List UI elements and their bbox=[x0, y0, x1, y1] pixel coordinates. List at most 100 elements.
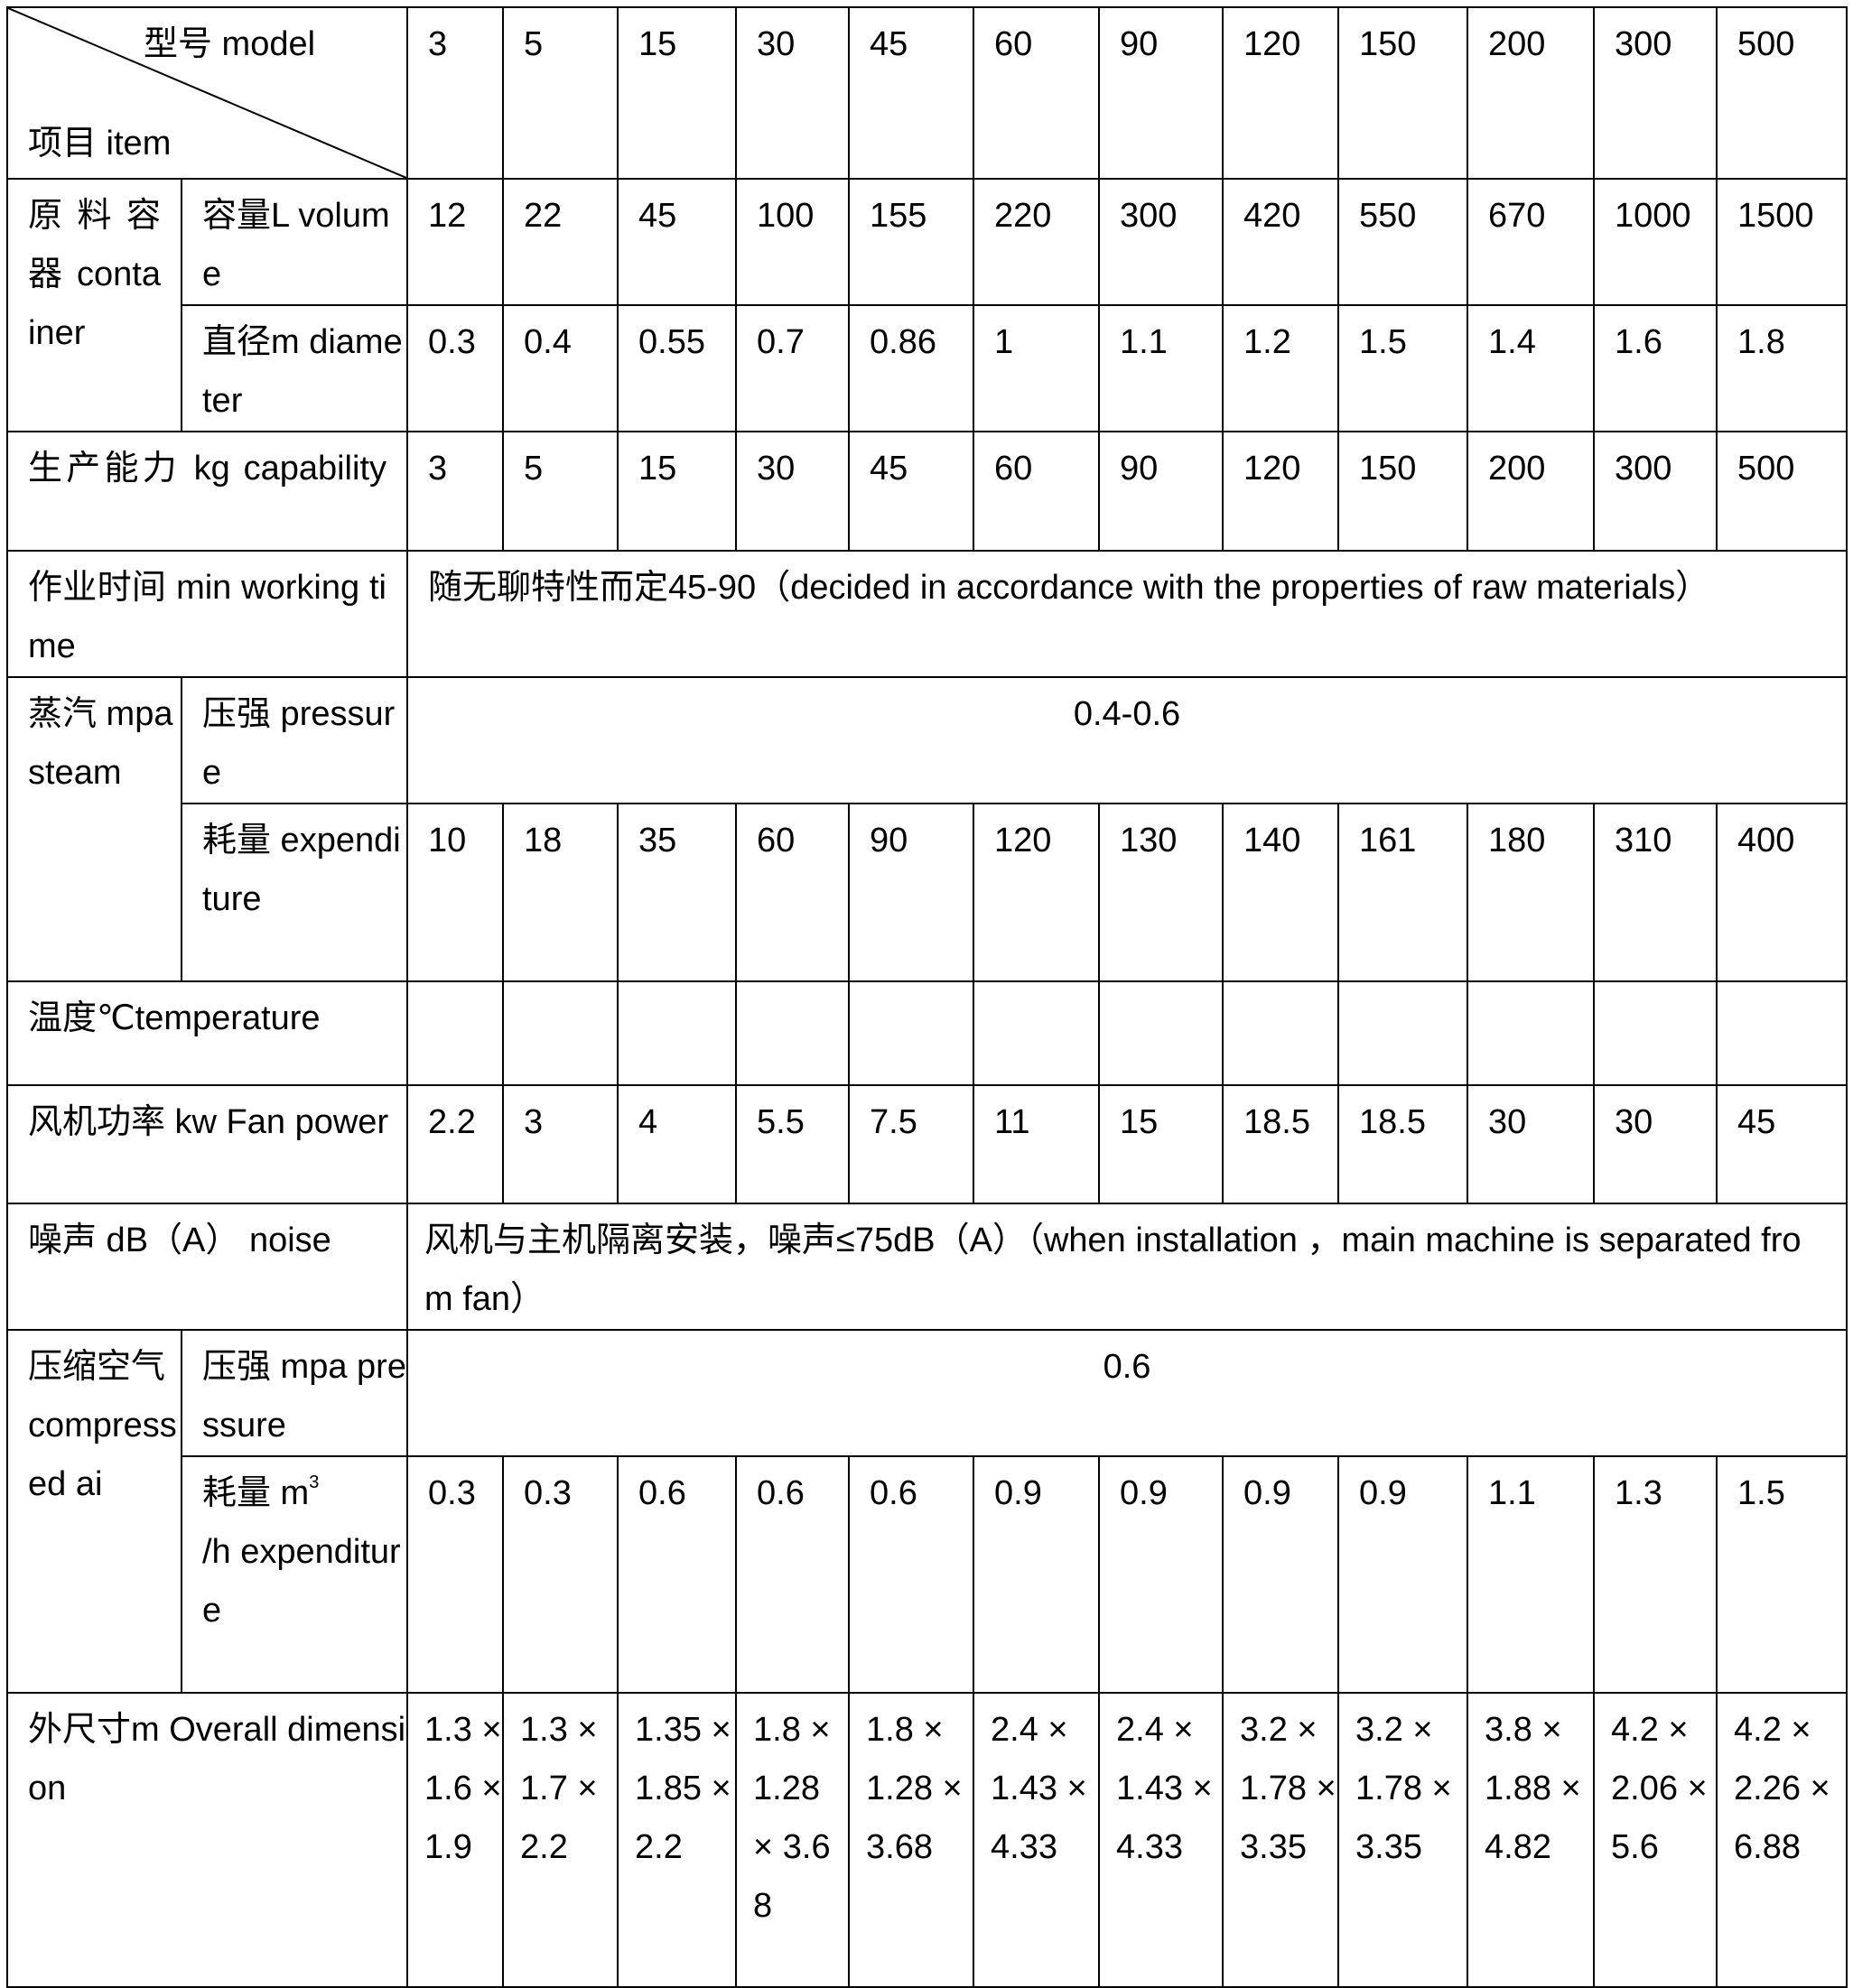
fan-power-row: 风机功率 kw Fan power 2.2 3 4 5.5 7.5 11 15 18.5 18.… bbox=[6, 1084, 1848, 1204]
value-cell: 161 bbox=[1337, 803, 1468, 982]
diagonal-header-cell: 型号 model 项目 item bbox=[6, 6, 408, 180]
steam-pressure-label: 压强 pressure bbox=[181, 676, 408, 804]
value-cell: 45 bbox=[1716, 1084, 1848, 1204]
model-cell: 5 bbox=[502, 6, 619, 180]
value-cell: 1.3 × 1.6 × 1.9 bbox=[406, 1692, 504, 1988]
value-cell: 18 bbox=[502, 803, 619, 982]
dimension-row: 外尺寸m Overall dimension 1.3 × 1.6 × 1.9 1.… bbox=[6, 1692, 1848, 1988]
value-cell: 10 bbox=[406, 803, 504, 982]
value-cell: 1.8 bbox=[1716, 304, 1848, 432]
temperature-row: 温度℃temperature bbox=[6, 980, 1848, 1086]
value-cell: 310 bbox=[1593, 803, 1718, 982]
value-cell: 45 bbox=[848, 431, 974, 552]
volume-label: 容量L volume bbox=[181, 178, 408, 306]
value-cell: 200 bbox=[1467, 431, 1595, 552]
value-cell: 180 bbox=[1467, 803, 1595, 982]
value-cell: 5 bbox=[502, 431, 619, 552]
value-cell: 11 bbox=[973, 1084, 1100, 1204]
capability-label: 生产能力 kg capability bbox=[6, 431, 408, 552]
value-cell: 18.5 bbox=[1337, 1084, 1468, 1204]
value-cell: 500 bbox=[1716, 431, 1848, 552]
model-cell: 3 bbox=[406, 6, 504, 180]
container-label: 原料容器 container bbox=[6, 178, 182, 432]
value-cell: 1.3 × 1.7 × 2.2 bbox=[502, 1692, 619, 1988]
value-cell: 1 bbox=[973, 304, 1100, 432]
working-time-label: 作业时间 min working time bbox=[6, 550, 408, 678]
steam-pressure-value: 0.4-0.6 bbox=[406, 676, 1848, 804]
value-cell: 1.3 bbox=[1593, 1455, 1718, 1694]
steam-expenditure-label: 耗量 expenditure bbox=[181, 803, 408, 982]
value-cell: 0.9 bbox=[1098, 1455, 1224, 1694]
value-cell: 7.5 bbox=[848, 1084, 974, 1204]
value-cell: 60 bbox=[735, 803, 850, 982]
value-cell: 3.8 × 1.88 × 4.82 bbox=[1467, 1692, 1595, 1988]
volume-row: 原料容器 container 容量L volume 12 22 45 100 155 22… bbox=[6, 178, 1848, 432]
value-cell: 150 bbox=[1337, 431, 1468, 552]
air-pressure-value: 0.6 bbox=[406, 1329, 1848, 1457]
value-cell: 120 bbox=[1222, 431, 1339, 552]
value-cell: 4.2 × 2.06 × 5.6 bbox=[1593, 1692, 1718, 1988]
value-cell: 15 bbox=[1098, 1084, 1224, 1204]
value-cell: 3 bbox=[406, 431, 504, 552]
compressed-air-label: 压缩空气 compressed ai bbox=[6, 1329, 182, 1694]
noise-row: 噪声 dB（A） noise 风机与主机隔离安装，噪声≤75dB（A）（when… bbox=[6, 1203, 1848, 1331]
value-cell: 2.4 × 1.43 × 4.33 bbox=[1098, 1692, 1224, 1988]
diameter-row: 直径m diameter 0.3 0.4 0.55 0.7 0.86 1 1.1 1.2 1.5… bbox=[7, 304, 1848, 432]
value-cell: 30 bbox=[735, 431, 850, 552]
value-cell: 400 bbox=[1716, 803, 1848, 982]
value-cell: 0.4 bbox=[502, 304, 619, 432]
value-cell: 670 bbox=[1467, 178, 1595, 306]
model-cell: 500 bbox=[1716, 6, 1848, 180]
value-cell: 15 bbox=[617, 431, 737, 552]
value-cell: 35 bbox=[617, 803, 737, 982]
value-cell: 12 bbox=[406, 178, 504, 306]
header-row: 型号 model 项目 item 3 5 15 30 45 60 90 120 … bbox=[6, 6, 1848, 180]
noise-label: 噪声 dB（A） noise bbox=[6, 1203, 408, 1331]
model-cell: 15 bbox=[617, 6, 737, 180]
value-cell: 550 bbox=[1337, 178, 1468, 306]
value-cell: 1500 bbox=[1716, 178, 1848, 306]
steam-pressure-row: 蒸汽 mpa steam 压强 pressure 0.4-0.6 bbox=[6, 676, 1848, 982]
value-cell: 0.9 bbox=[973, 1455, 1100, 1694]
capability-row: 生产能力 kg capability 3 5 15 30 45 60 90 120 150 200… bbox=[6, 431, 1848, 552]
model-cell: 300 bbox=[1593, 6, 1718, 180]
value-cell: 90 bbox=[1098, 431, 1224, 552]
model-label: 型号 model bbox=[144, 25, 316, 63]
model-cell: 30 bbox=[735, 6, 850, 180]
spec-table: 型号 model 项目 item 3 5 15 30 45 60 90 120 … bbox=[6, 6, 1848, 1988]
value-cell: 130 bbox=[1098, 803, 1224, 982]
model-cell: 90 bbox=[1098, 6, 1224, 180]
value-cell: 30 bbox=[1467, 1084, 1595, 1204]
value-cell: 1.2 bbox=[1222, 304, 1339, 432]
value-cell: 45 bbox=[617, 178, 737, 306]
value-cell: 0.6 bbox=[848, 1455, 974, 1694]
value-cell: 155 bbox=[848, 178, 974, 306]
air-pressure-label: 压强 mpa pressure bbox=[181, 1329, 408, 1457]
value-cell: 4.2 × 2.26 × 6.88 bbox=[1716, 1692, 1848, 1988]
value-cell: 300 bbox=[1098, 178, 1224, 306]
noise-value: 风机与主机隔离安装，噪声≤75dB（A）（when installation ，… bbox=[406, 1203, 1848, 1331]
value-cell: 0.3 bbox=[502, 1455, 619, 1694]
model-cell: 150 bbox=[1337, 6, 1468, 180]
model-cell: 120 bbox=[1222, 6, 1339, 180]
value-cell: 300 bbox=[1593, 431, 1718, 552]
value-cell: 0.6 bbox=[617, 1455, 737, 1694]
value-cell: 1.5 bbox=[1337, 304, 1468, 432]
value-cell: 3.2 × 1.78 × 3.35 bbox=[1222, 1692, 1339, 1988]
value-cell: 120 bbox=[973, 803, 1100, 982]
value-cell: 1.1 bbox=[1467, 1455, 1595, 1694]
diameter-label: 直径m diameter bbox=[181, 304, 408, 432]
value-cell: 2.2 bbox=[406, 1084, 504, 1204]
value-cell: 3.2 × 1.78 × 3.35 bbox=[1337, 1692, 1468, 1988]
value-cell: 420 bbox=[1222, 178, 1339, 306]
air-expenditure-label: 耗量 m3/h expenditure bbox=[181, 1455, 408, 1694]
air-expenditure-row: 耗量 m3/h expenditure 0.3 0.3 0.6 0.6 0.6 0.9 0.… bbox=[7, 1455, 1848, 1694]
value-cell: 1.35 × 1.85 × 2.2 bbox=[617, 1692, 737, 1988]
value-cell: 5.5 bbox=[735, 1084, 850, 1204]
value-cell: 0.3 bbox=[406, 304, 504, 432]
model-cell: 60 bbox=[973, 6, 1100, 180]
value-cell: 18.5 bbox=[1222, 1084, 1339, 1204]
value-cell: 220 bbox=[973, 178, 1100, 306]
value-cell: 90 bbox=[848, 803, 974, 982]
steam-expenditure-row: 耗量 expenditure 10 18 35 60 90 120 130 140 161 180… bbox=[7, 803, 1848, 982]
